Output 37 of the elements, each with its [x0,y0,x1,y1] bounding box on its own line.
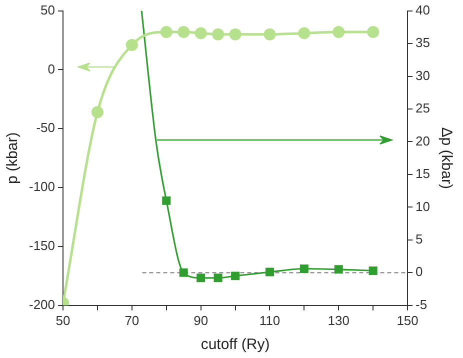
point [298,27,310,40]
x-tick-label: 90 [194,312,208,328]
x-tick-label: 130 [328,312,350,328]
y2-tick-label: 0 [416,264,423,280]
point [264,28,276,40]
point [160,26,172,38]
y2-tick-label: 35 [416,35,430,50]
y2-tick-label: 20 [416,133,430,148]
x-tick-label: 110 [259,312,280,328]
y2-tick-label: 5 [416,232,423,247]
x-tick-label: 50 [56,312,70,328]
y-tick-label: 0 [48,61,56,76]
y2-axis-title: Δp (kbar) [438,127,455,189]
y-tick-label: 50 [40,2,56,18]
y2-tick-label: 25 [416,100,430,116]
x-tick-label: 70 [124,312,140,328]
point [229,28,242,40]
point [194,27,207,40]
y2-tick-label: 15 [416,166,430,182]
y-tick-label: -50 [36,120,56,136]
x-tick-label: 150 [396,312,418,328]
y2-tick-label: 40 [416,2,430,18]
point [367,26,380,38]
point [178,26,190,38]
point [126,38,138,51]
point [332,26,345,38]
point [91,106,104,118]
y2-tick-label: 10 [416,198,430,214]
y-axis-title: p (kbar) [4,132,22,184]
point [368,266,378,275]
x-axis-title: cutoff (Ry) [200,336,270,354]
y2-tick-label: -5 [416,296,428,312]
y-tick-label: -200 [28,296,56,312]
y-tick-label: -100 [28,179,56,194]
y-tick-label: -150 [28,238,56,254]
y2-tick-label: 30 [416,68,430,83]
point [212,28,224,40]
